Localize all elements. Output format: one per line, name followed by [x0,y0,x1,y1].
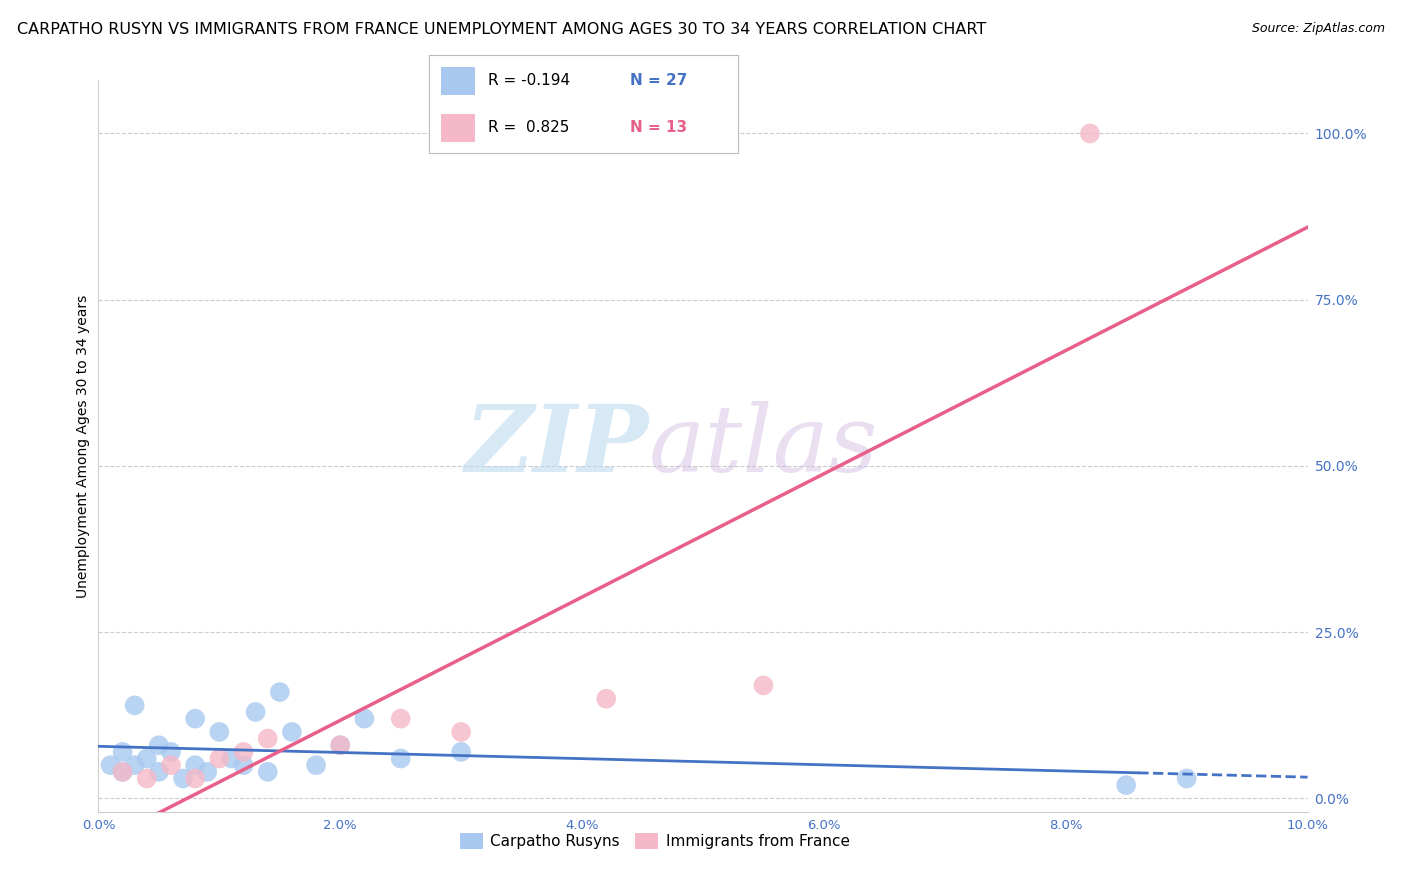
Point [329,738,352,752]
Point [148,738,170,752]
Text: atlas: atlas [648,401,879,491]
Point [111,764,134,779]
Point [232,745,254,759]
Point [124,698,146,713]
Point [160,745,183,759]
Bar [441,114,475,142]
Point [245,705,267,719]
Point [269,685,291,699]
Bar [441,67,475,95]
Point [329,738,352,752]
Point [184,772,207,786]
Point [389,712,412,726]
Y-axis label: Unemployment Among Ages 30 to 34 years: Unemployment Among Ages 30 to 34 years [76,294,90,598]
Point [184,758,207,772]
Point [111,745,134,759]
Text: ZIP: ZIP [464,401,648,491]
Point [172,772,194,786]
Point [1115,778,1137,792]
Point [100,758,122,772]
Point [389,751,412,765]
Point [124,758,146,772]
Legend: Carpatho Rusyns, Immigrants from France: Carpatho Rusyns, Immigrants from France [454,826,856,855]
Point [256,731,278,746]
Point [305,758,328,772]
Text: N = 27: N = 27 [630,73,688,87]
Point [221,751,243,765]
Point [135,772,157,786]
Point [195,764,218,779]
Text: N = 13: N = 13 [630,120,688,135]
Point [450,745,472,759]
Point [232,758,254,772]
Point [256,764,278,779]
Point [184,712,207,726]
Point [1078,127,1101,141]
Text: Source: ZipAtlas.com: Source: ZipAtlas.com [1251,22,1385,36]
Point [160,758,183,772]
Point [208,725,231,739]
Point [1175,772,1198,786]
Point [281,725,304,739]
Point [135,751,157,765]
Text: CARPATHO RUSYN VS IMMIGRANTS FROM FRANCE UNEMPLOYMENT AMONG AGES 30 TO 34 YEARS : CARPATHO RUSYN VS IMMIGRANTS FROM FRANCE… [17,22,986,37]
Text: R = -0.194: R = -0.194 [488,73,569,87]
Point [752,678,775,692]
Point [353,712,375,726]
Point [450,725,472,739]
Point [148,764,170,779]
Point [111,764,134,779]
Text: R =  0.825: R = 0.825 [488,120,569,135]
Point [208,751,231,765]
Point [595,691,617,706]
